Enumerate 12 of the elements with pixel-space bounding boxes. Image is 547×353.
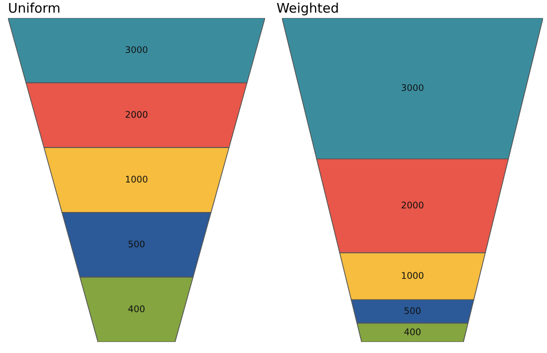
data-label: 3000 xyxy=(126,46,148,54)
data-label: 1000 xyxy=(402,272,424,279)
data-label: 3000 xyxy=(402,84,424,92)
data-label: 2000 xyxy=(126,110,148,118)
data-label: 1000 xyxy=(126,176,148,183)
data-label: 400 xyxy=(128,305,145,312)
text: Uniform xyxy=(9,2,60,13)
text: Weighted xyxy=(276,2,338,16)
data-label: 400 xyxy=(404,328,421,336)
data-label: 500 xyxy=(128,240,145,248)
data-label: 2000 xyxy=(402,202,424,208)
data-label: 500 xyxy=(404,307,421,314)
